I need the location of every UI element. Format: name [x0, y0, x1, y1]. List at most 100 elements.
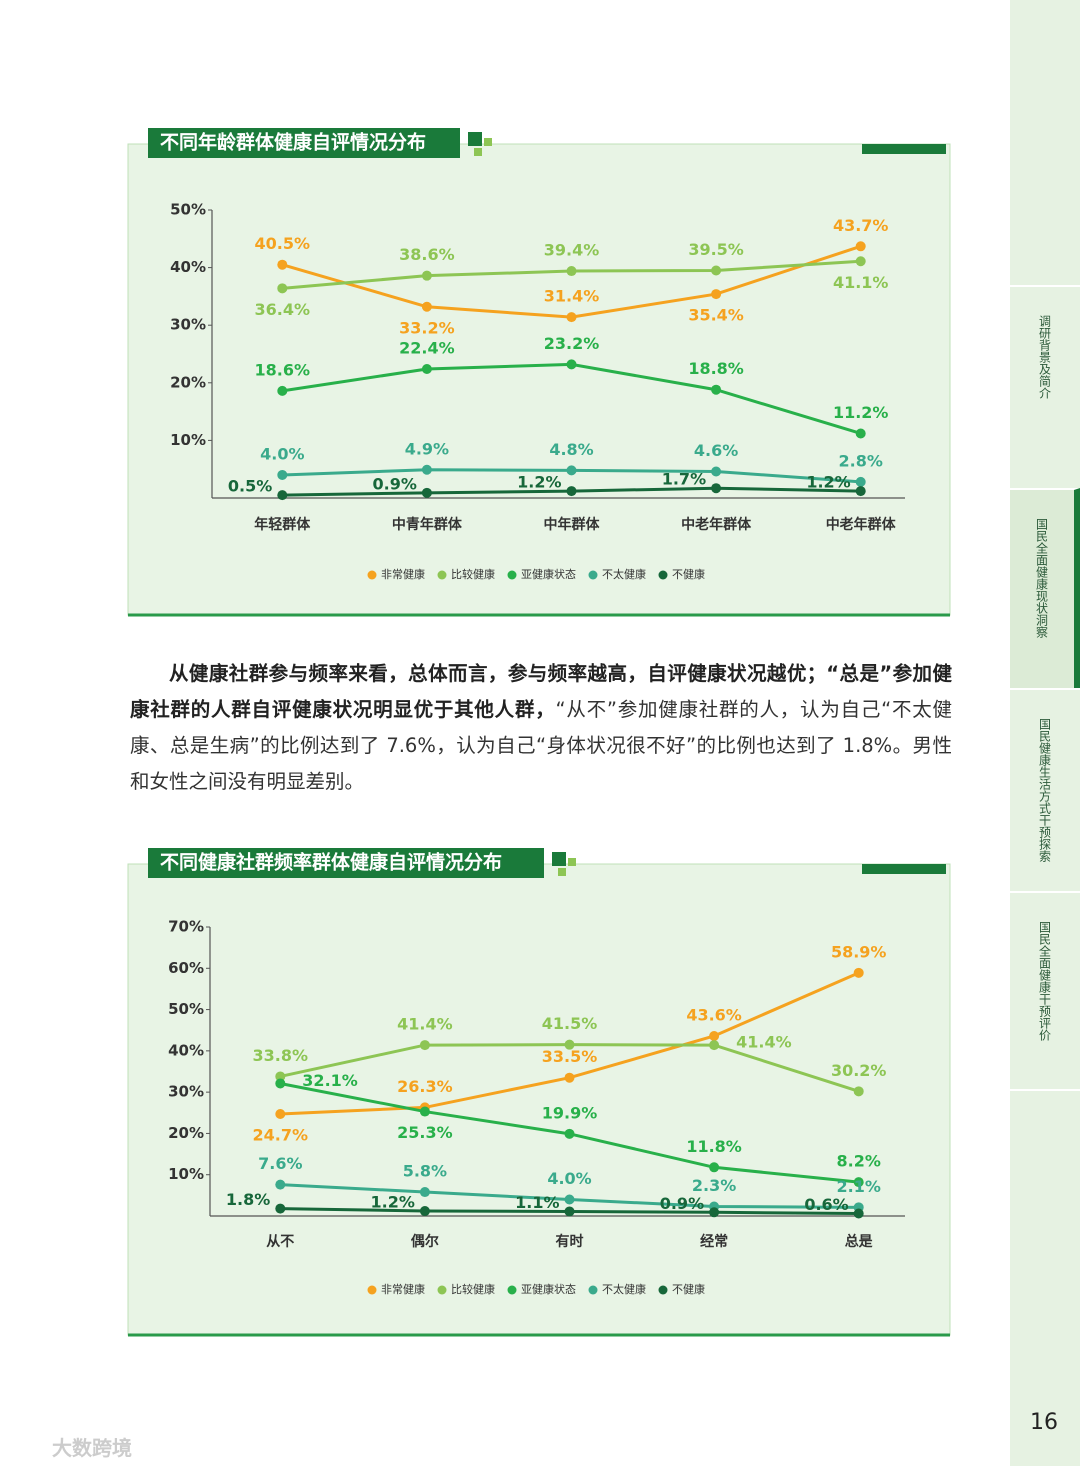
legend-label: 不健康: [672, 1282, 705, 1296]
legend-swatch: [658, 570, 668, 580]
side-tab[interactable]: 国民全面健康现状洞察: [1010, 488, 1080, 688]
legend-swatch: [588, 1285, 598, 1295]
legend-swatch: [437, 570, 447, 580]
point: [853, 1177, 864, 1188]
point: [275, 1179, 286, 1190]
x-tick-label: 总是: [845, 1233, 874, 1250]
value-label: 18.8%: [688, 359, 744, 378]
point: [855, 241, 866, 252]
legend-swatch: [507, 570, 517, 580]
x-tick-label: 中青年群体: [392, 516, 463, 533]
legend-label: 比较健康: [451, 567, 495, 581]
value-label: 41.4%: [736, 1033, 792, 1052]
legend-swatch: [437, 1285, 447, 1295]
value-label: 39.5%: [688, 240, 744, 259]
chart-box: [127, 143, 951, 616]
watermark: 大数跨境: [52, 1436, 132, 1460]
value-label: 39.4%: [544, 241, 600, 260]
legend-swatch: [507, 1285, 517, 1295]
deco: [484, 138, 492, 146]
value-label: 1.2%: [806, 473, 850, 492]
point: [419, 1040, 430, 1051]
value-label: 1.8%: [226, 1190, 270, 1209]
value-label: 11.2%: [833, 403, 889, 422]
point: [855, 476, 866, 487]
side-tab[interactable]: 国民健康生活方式干预探索: [1010, 688, 1080, 891]
side-tab-label: 国民全面健康干预评价: [1037, 921, 1052, 1041]
value-label: 11.8%: [686, 1137, 742, 1156]
legend-label: 亚健康状态: [521, 567, 576, 581]
x-tick-label: 偶尔: [411, 1233, 439, 1250]
value-label: 33.2%: [399, 318, 455, 337]
sidebar: [1010, 0, 1080, 1466]
chart-title: 不同健康社群频率群体健康自评情况分布: [160, 851, 502, 874]
point: [566, 465, 577, 476]
legend-label: 不太健康: [602, 567, 646, 581]
value-label: 18.6%: [255, 360, 311, 379]
point: [853, 1086, 864, 1097]
y-tick-label: 20%: [170, 373, 206, 391]
point: [564, 1039, 575, 1050]
x-tick-label: 中老年群体: [826, 516, 897, 533]
point: [711, 466, 722, 477]
value-label: 8.2%: [837, 1152, 881, 1171]
value-label: 0.9%: [373, 474, 417, 493]
side-tab[interactable]: 国民全面健康干预评价: [1010, 891, 1080, 1091]
point: [709, 1040, 720, 1051]
value-label: 30.2%: [831, 1061, 887, 1080]
value-label: 23.2%: [544, 334, 600, 353]
y-tick-label: 70%: [168, 918, 204, 936]
page-number: 16: [1030, 1410, 1058, 1435]
value-label: 25.3%: [397, 1123, 453, 1142]
point: [277, 469, 288, 480]
paragraph: 从健康社群参与频率来看，总体而言，参与频率越高，自评健康状况越优；“总是”参加健…: [130, 656, 952, 800]
side-tab[interactable]: 调研背景及简介: [1010, 285, 1080, 488]
point: [275, 1078, 286, 1089]
point: [564, 1072, 575, 1083]
value-label: 7.6%: [258, 1154, 302, 1173]
legend-swatch: [588, 570, 598, 580]
point: [419, 1187, 430, 1198]
point: [711, 483, 722, 494]
x-tick-label: 中年群体: [544, 516, 601, 533]
y-tick-label: 30%: [170, 316, 206, 334]
box-tab: [862, 864, 946, 874]
point: [855, 256, 866, 267]
point: [421, 487, 432, 498]
value-label: 1.2%: [517, 473, 561, 492]
value-label: 24.7%: [253, 1126, 309, 1145]
x-tick-label: 年轻群体: [254, 516, 311, 533]
deco: [468, 132, 482, 146]
point: [566, 266, 577, 277]
y-tick-label: 20%: [168, 1124, 204, 1142]
value-label: 4.6%: [694, 441, 738, 460]
point: [277, 259, 288, 270]
y-tick-label: 10%: [170, 431, 206, 449]
y-tick-label: 50%: [168, 1000, 204, 1018]
point: [711, 289, 722, 300]
chart-box: [127, 863, 951, 1336]
value-label: 43.7%: [833, 216, 889, 235]
value-label: 4.0%: [260, 444, 304, 463]
value-label: 19.9%: [542, 1103, 598, 1122]
point: [566, 312, 577, 323]
charts: 不同年龄群体健康自评情况分布 10% 20% 30% 40% 50% 年轻群体 中青年群体 中年…: [127, 128, 951, 1337]
value-label: 41.4%: [397, 1015, 453, 1034]
point: [421, 363, 432, 374]
point: [277, 385, 288, 396]
value-label: 0.6%: [804, 1195, 848, 1214]
point: [566, 359, 577, 370]
point: [564, 1128, 575, 1139]
point: [275, 1109, 286, 1120]
legend-label: 比较健康: [451, 1282, 495, 1296]
point: [711, 384, 722, 395]
value-label: 58.9%: [831, 942, 887, 961]
side-tab-label: 国民健康生活方式干预探索: [1037, 718, 1052, 862]
y-tick-label: 40%: [170, 258, 206, 276]
point: [564, 1194, 575, 1205]
title-box: [148, 848, 544, 878]
value-label: 40.5%: [255, 234, 311, 253]
point: [711, 265, 722, 276]
point: [421, 270, 432, 281]
